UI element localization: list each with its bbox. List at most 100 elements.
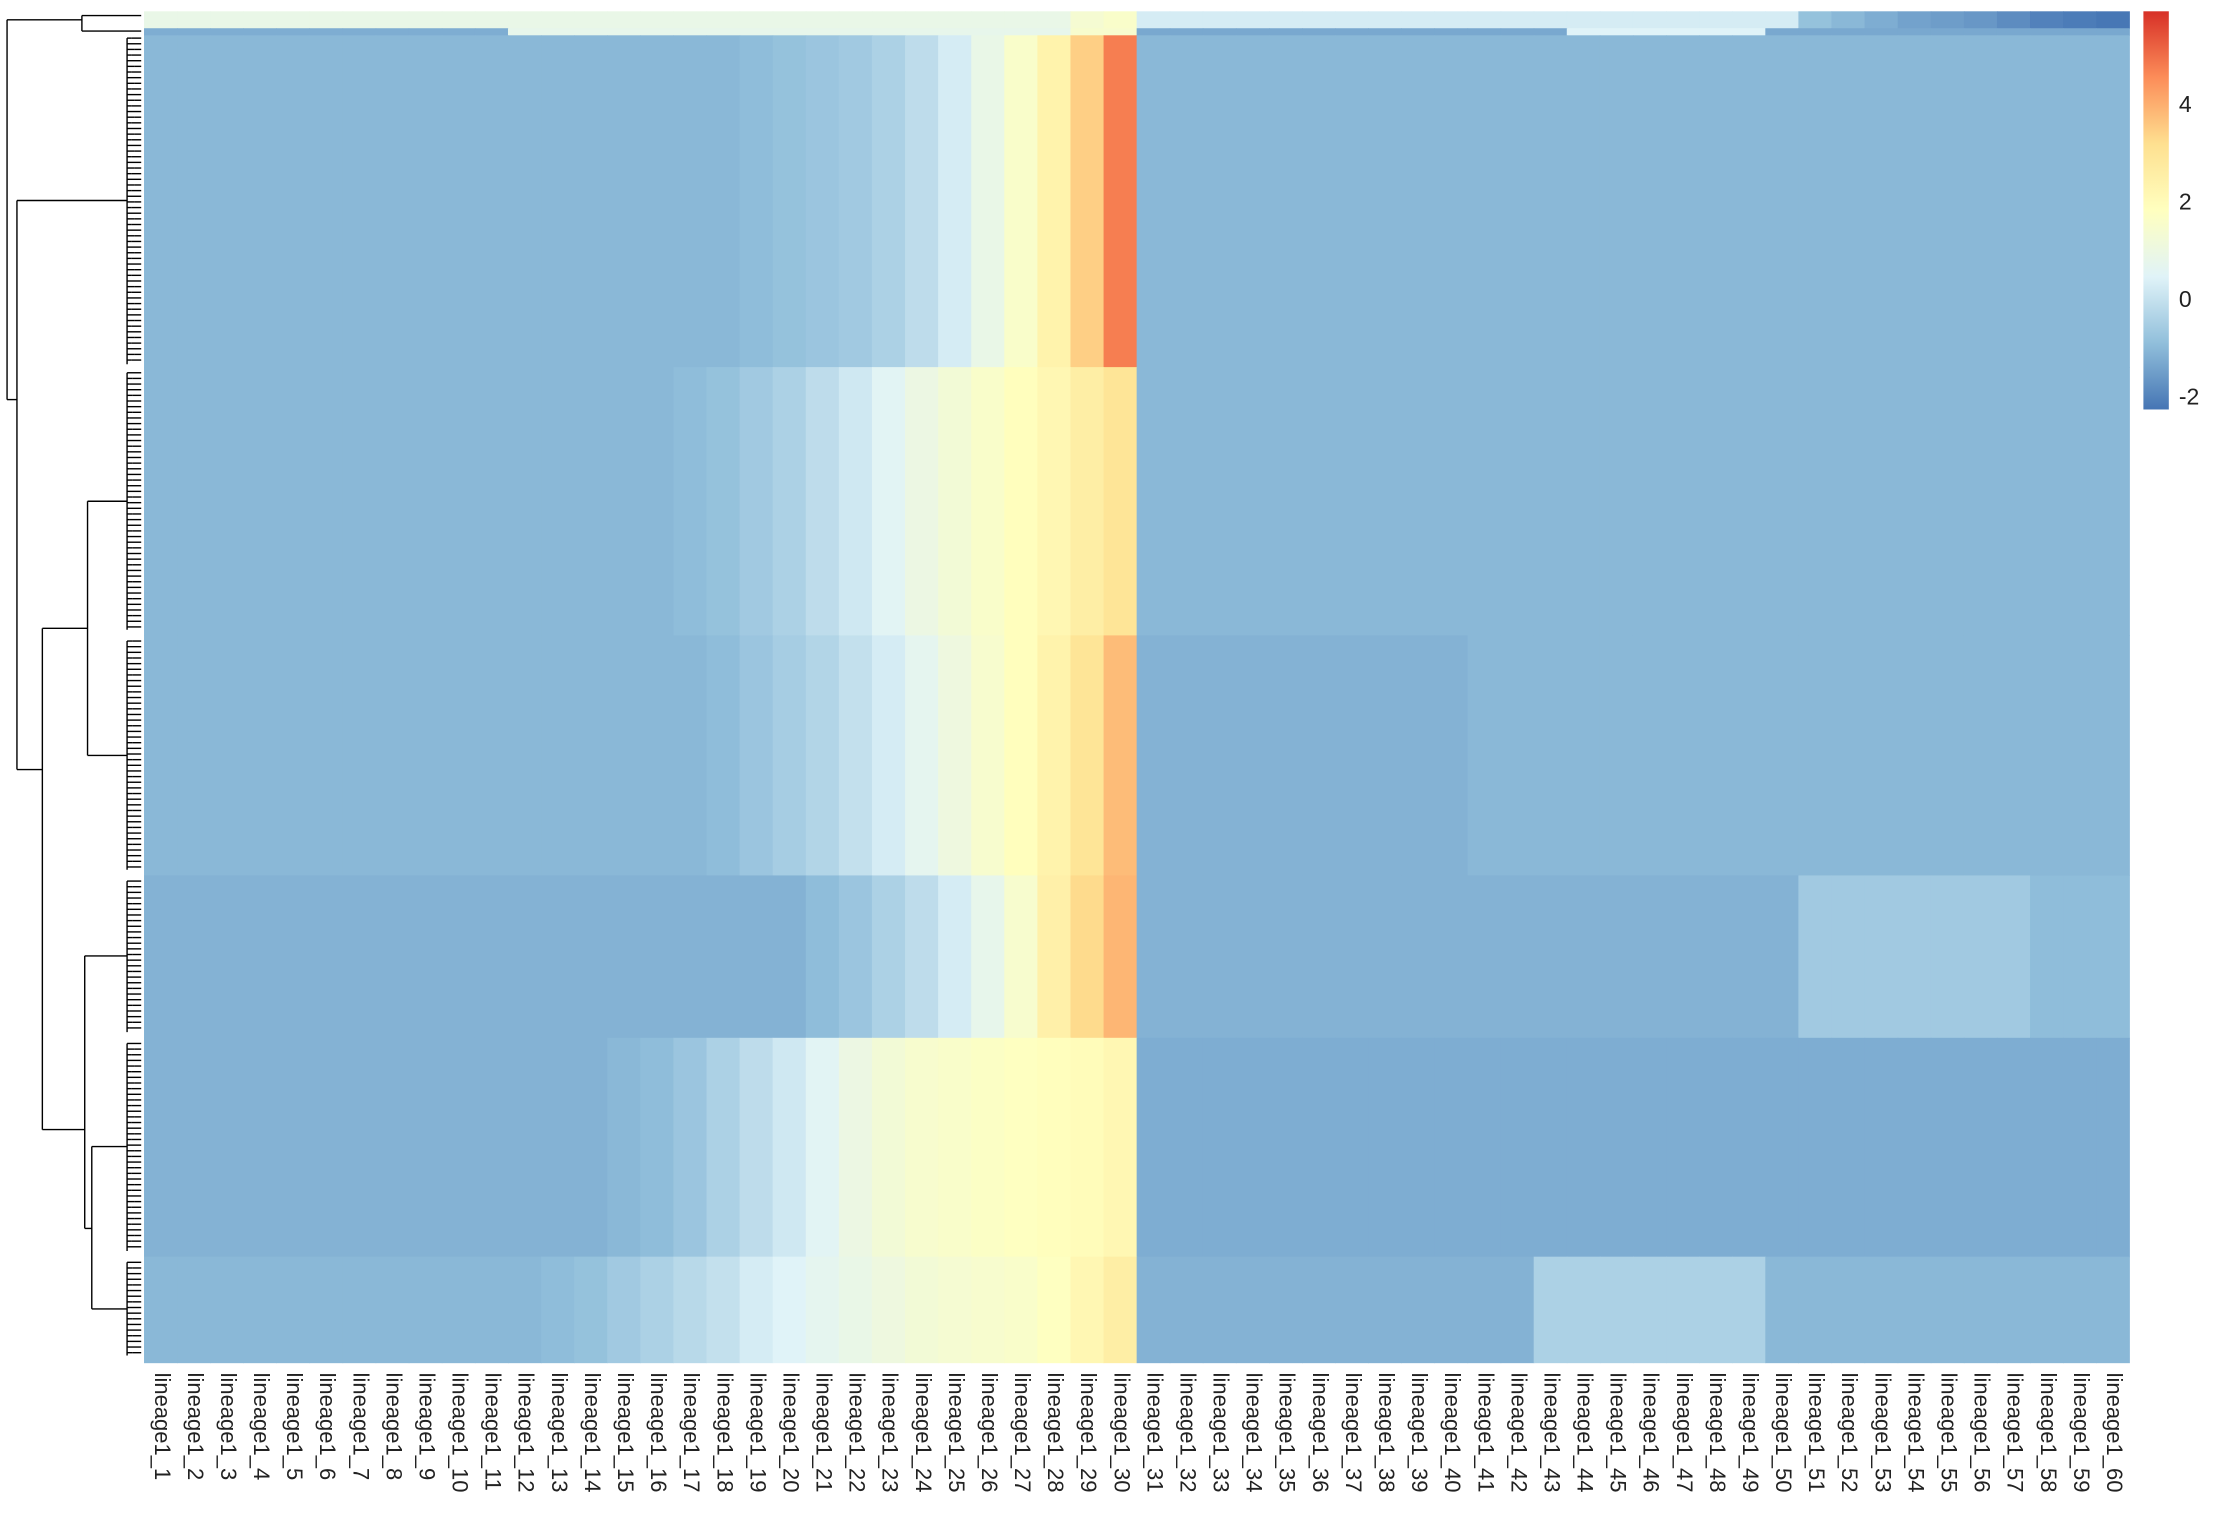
heatmap-cell bbox=[772, 1037, 807, 1258]
column-label: lineage1_26 bbox=[977, 1373, 1002, 1493]
heatmap-cell bbox=[1169, 28, 1204, 36]
heatmap-cells bbox=[144, 11, 2130, 1364]
heatmap-cell bbox=[574, 11, 608, 29]
heatmap-cell bbox=[507, 1256, 542, 1364]
heatmap-cell bbox=[1566, 367, 1601, 636]
heatmap-cell bbox=[243, 635, 277, 877]
heatmap-cell bbox=[1269, 11, 1303, 29]
heatmap-cell bbox=[1831, 875, 1866, 1039]
heatmap-cell bbox=[1864, 35, 1899, 368]
heatmap-cell bbox=[1732, 367, 1766, 636]
heatmap-cell bbox=[1070, 1256, 1105, 1364]
heatmap-cell bbox=[607, 875, 641, 1039]
heatmap-cell bbox=[1302, 28, 1336, 36]
heatmap-cell bbox=[243, 35, 277, 368]
heatmap-cell bbox=[1269, 28, 1303, 36]
heatmap-cell bbox=[243, 11, 277, 29]
heatmap-cell bbox=[474, 1256, 509, 1364]
heatmap-cell bbox=[1699, 635, 1733, 877]
heatmap-cell bbox=[1864, 1256, 1899, 1364]
heatmap-cell bbox=[474, 875, 509, 1039]
heatmap-cell bbox=[1930, 367, 1965, 636]
heatmap-cell bbox=[640, 635, 675, 877]
column-label: lineage1_33 bbox=[1209, 1373, 1234, 1493]
heatmap-cell bbox=[805, 1037, 840, 1258]
column-label: lineage1_4 bbox=[249, 1373, 274, 1481]
heatmap-cell bbox=[1302, 1037, 1336, 1258]
heatmap-cell bbox=[1401, 875, 1436, 1039]
heatmap-cell bbox=[1599, 635, 1634, 877]
heatmap-cell bbox=[144, 1037, 178, 1258]
heatmap-cell bbox=[144, 635, 178, 877]
heatmap-cell bbox=[1732, 1037, 1766, 1258]
heatmap-cell bbox=[1037, 28, 1072, 36]
heatmap-cell bbox=[408, 875, 443, 1039]
heatmap-cell bbox=[2030, 367, 2064, 636]
column-label: lineage1_5 bbox=[282, 1373, 307, 1481]
heatmap-cell bbox=[1798, 367, 1833, 636]
column-label: lineage1_6 bbox=[315, 1373, 340, 1481]
heatmap-cell bbox=[2063, 35, 2097, 368]
heatmap-cell bbox=[1169, 875, 1204, 1039]
heatmap-cell bbox=[1500, 367, 1535, 636]
heatmap-cell bbox=[1368, 1256, 1402, 1364]
heatmap-cell bbox=[938, 367, 972, 636]
heatmap-cell bbox=[1103, 875, 1138, 1039]
heatmap-cell bbox=[1831, 367, 1866, 636]
heatmap-cell bbox=[210, 35, 244, 368]
heatmap-cell bbox=[1434, 875, 1469, 1039]
heatmap-cell bbox=[1566, 635, 1601, 877]
heatmap-cell bbox=[1467, 1037, 1502, 1258]
heatmap-cell bbox=[2096, 35, 2130, 368]
heatmap-cell bbox=[1533, 35, 1568, 368]
heatmap-cell bbox=[1831, 11, 1866, 29]
heatmap-cell bbox=[1467, 367, 1502, 636]
heatmap-cell bbox=[1368, 1037, 1402, 1258]
heatmap-cell bbox=[1070, 635, 1105, 877]
heatmap-cell bbox=[1302, 35, 1336, 368]
heatmap-cell bbox=[1070, 28, 1105, 36]
heatmap-cell bbox=[1302, 367, 1336, 636]
heatmap-cell bbox=[739, 1256, 774, 1364]
heatmap-cell bbox=[1632, 875, 1667, 1039]
heatmap-cell bbox=[2030, 35, 2064, 368]
heatmap-cell bbox=[1831, 635, 1866, 877]
column-label: lineage1_1 bbox=[150, 1373, 175, 1481]
heatmap-cell bbox=[1699, 11, 1733, 29]
heatmap-cell bbox=[1368, 875, 1402, 1039]
heatmap-cell bbox=[1037, 367, 1072, 636]
heatmap-cell bbox=[210, 1037, 244, 1258]
heatmap-cell bbox=[1963, 875, 1998, 1039]
heatmap-cell bbox=[2096, 367, 2130, 636]
column-label: lineage1_36 bbox=[1308, 1373, 1333, 1493]
heatmap-cell bbox=[1996, 875, 2031, 1039]
heatmap-cell bbox=[441, 367, 476, 636]
heatmap-cell bbox=[905, 1256, 939, 1364]
column-label: lineage1_8 bbox=[381, 1373, 406, 1481]
heatmap-cell bbox=[2030, 11, 2064, 29]
heatmap-cell bbox=[144, 875, 178, 1039]
heatmap-cell bbox=[1765, 35, 1800, 368]
heatmap-cell bbox=[1599, 28, 1634, 36]
heatmap-cell bbox=[871, 35, 906, 368]
heatmap-cell bbox=[507, 635, 542, 877]
heatmap-cell bbox=[474, 11, 509, 29]
column-label: lineage1_46 bbox=[1639, 1373, 1664, 1493]
dendrogram bbox=[6, 14, 142, 1356]
column-label: lineage1_18 bbox=[712, 1373, 737, 1493]
heatmap-cell bbox=[574, 1037, 608, 1258]
heatmap-cell bbox=[1500, 1037, 1535, 1258]
heatmap-cell bbox=[1699, 367, 1733, 636]
heatmap-cell bbox=[1533, 1256, 1568, 1364]
heatmap-cell bbox=[1930, 28, 1965, 36]
column-label: lineage1_54 bbox=[1903, 1373, 1928, 1493]
heatmap-cell bbox=[1996, 28, 2031, 36]
heatmap-cell bbox=[177, 1037, 211, 1258]
heatmap-cell bbox=[1070, 875, 1105, 1039]
heatmap-cell bbox=[1500, 11, 1535, 29]
heatmap-cell bbox=[1235, 11, 1270, 29]
heatmap-cell bbox=[838, 35, 873, 368]
heatmap-cell bbox=[905, 875, 939, 1039]
heatmap-cell bbox=[607, 11, 641, 29]
heatmap-cell bbox=[2030, 28, 2064, 36]
